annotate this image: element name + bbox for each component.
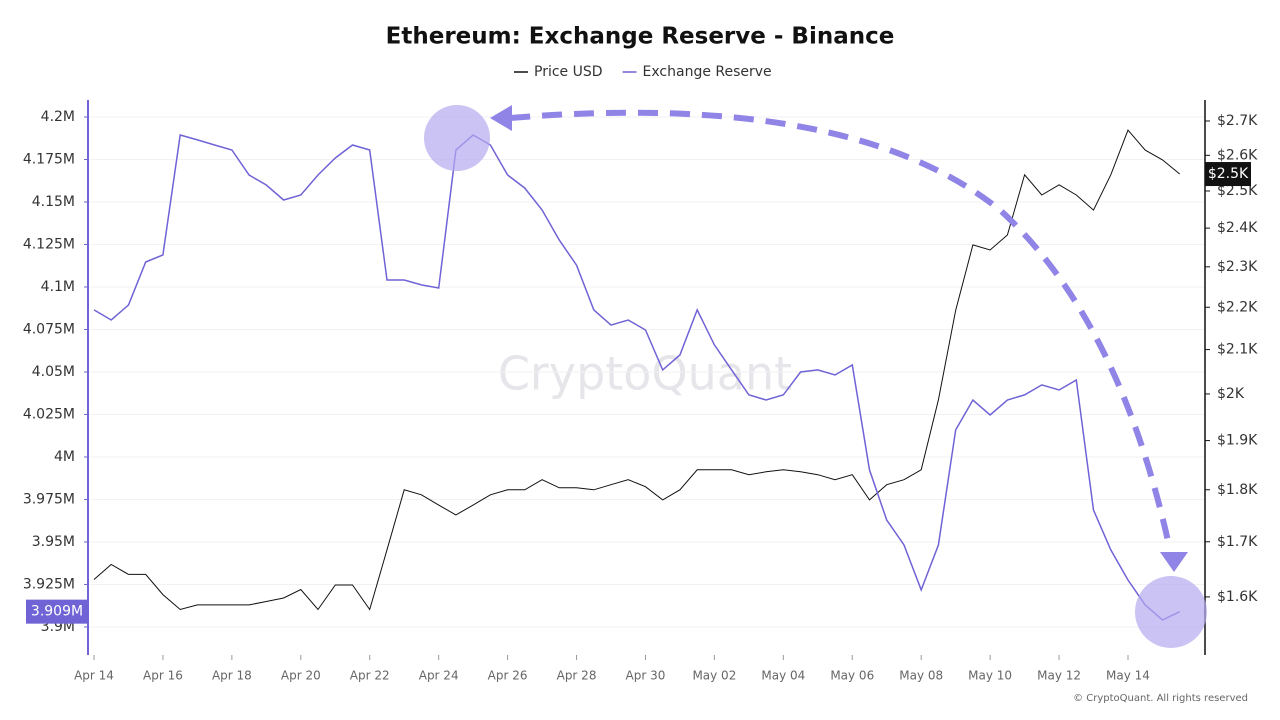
y-tick-label: 4.175M [23, 151, 75, 167]
y-tick-label: 4.025M [23, 406, 75, 422]
legend-label: Exchange Reserve [643, 64, 772, 80]
x-tick-label: Apr 24 [419, 669, 459, 683]
x-tick-label: Apr 22 [350, 669, 390, 683]
y-tick-label: 3.925M [23, 576, 75, 592]
y-tick-label: 4.2M [41, 109, 75, 125]
y2-tick-label: $1.9K [1217, 433, 1258, 449]
arrow [509, 109, 1173, 551]
y-tick-label: 4.075M [23, 321, 75, 337]
x-tick-label: Apr 18 [212, 669, 252, 683]
watermark: CryptoQuant [498, 347, 792, 401]
chart-title: Ethereum: Exchange Reserve - Binance [386, 24, 895, 50]
x-tick-label: Apr 26 [488, 669, 528, 683]
y-tick-label: 4.1M [41, 279, 75, 295]
y-tick-label: 4.05M [32, 364, 75, 380]
y-tick-label: 4M [54, 449, 75, 465]
y2-tick-label: $2.5K [1217, 183, 1258, 199]
x-tick-label: May 08 [899, 669, 943, 683]
x-tick-label: Apr 16 [143, 669, 183, 683]
y2-tick-label: $2.1K [1217, 342, 1258, 358]
annotation [424, 105, 1207, 648]
x-tick-label: Apr 28 [557, 669, 597, 683]
latest-badge [1205, 162, 1251, 187]
x-tick-label: Apr 30 [626, 669, 666, 683]
x-tick-label: May 14 [1106, 669, 1150, 683]
latest-label: 3.909M [31, 604, 83, 620]
y2-tick-label: $2.4K [1217, 220, 1258, 236]
y-tick-label: 3.975M [23, 491, 75, 507]
y-tick-label: 3.95M [32, 534, 75, 550]
x-tick-label: May 06 [830, 669, 874, 683]
x-tick-label: May 10 [968, 669, 1012, 683]
highlight-circle [424, 105, 490, 171]
credit: © CryptoQuant. All rights reserved [1073, 693, 1248, 704]
y2-tick-label: $2.3K [1217, 259, 1258, 275]
y2-tick-label: $2.7K [1217, 113, 1258, 129]
x-tick-label: May 12 [1037, 669, 1081, 683]
y2-tick-label: $2K [1217, 386, 1245, 402]
series-line [93, 129, 1181, 611]
series-line [93, 134, 1181, 621]
y2-tick-label: $2.6K [1217, 147, 1258, 163]
y2-tick-label: $2.2K [1217, 299, 1258, 315]
legend-label: Price USD [534, 64, 603, 80]
arrow-head [1160, 552, 1188, 572]
x-tick-label: Apr 14 [74, 669, 114, 683]
latest-label: $2.5K [1208, 166, 1249, 182]
y2-tick-label: $1.6K [1217, 589, 1258, 605]
arrow-head [490, 105, 512, 131]
y-tick-label: 4.15M [32, 194, 75, 210]
latest-badge [26, 599, 88, 624]
highlight-circle [1135, 576, 1207, 648]
y2-tick-label: $1.7K [1217, 534, 1258, 550]
x-tick-label: May 04 [761, 669, 805, 683]
y-tick-label: 4.125M [23, 236, 75, 252]
y2-tick-label: $1.8K [1217, 482, 1258, 498]
x-tick-label: May 02 [692, 669, 736, 683]
x-tick-label: Apr 20 [281, 669, 321, 683]
